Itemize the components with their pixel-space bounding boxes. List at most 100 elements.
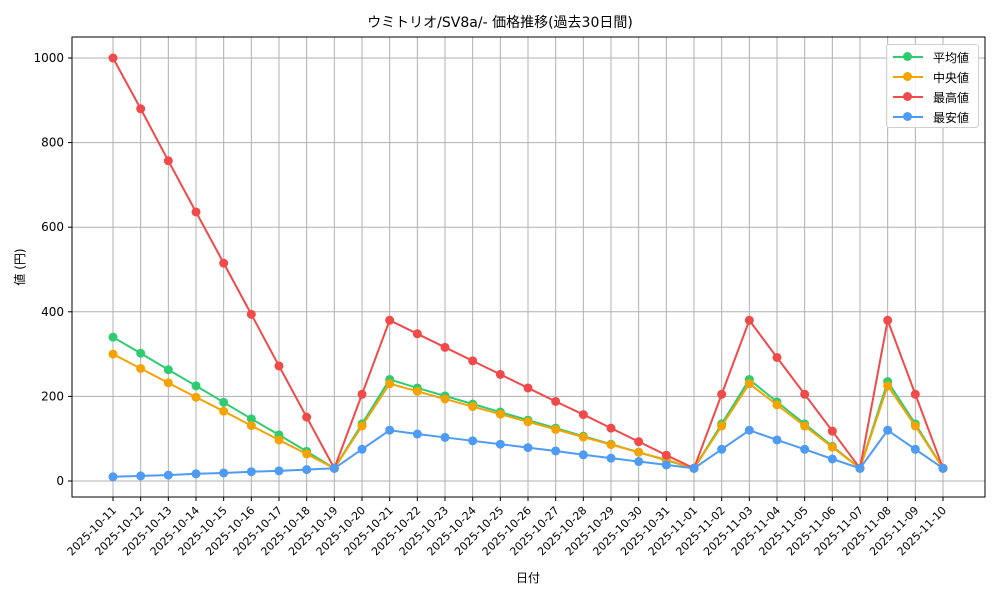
data-point-marker (910, 389, 920, 399)
data-point-marker (136, 471, 146, 481)
data-point-marker (329, 463, 339, 473)
data-point-marker (246, 309, 256, 319)
data-point-marker (163, 470, 173, 480)
data-point-marker (883, 381, 893, 391)
data-point-marker (246, 414, 256, 424)
data-point-marker (302, 449, 312, 459)
data-point-marker (440, 394, 450, 404)
legend-item-average: 平均値 (887, 47, 978, 67)
data-point-marker (274, 435, 284, 445)
data-point-marker (440, 432, 450, 442)
data-point-marker (136, 104, 146, 114)
y-tick-label: 800 (41, 136, 64, 150)
data-point-marker (772, 435, 782, 445)
chart-title: ウミトリオ/SV8a/- 価格推移(過去30日間) (367, 15, 633, 31)
legend-item-median: 中央値 (887, 67, 978, 87)
legend-marker-icon (903, 52, 912, 61)
y-tick-label: 0 (56, 474, 64, 488)
data-point-marker (827, 426, 837, 436)
legend-item-max: 最高値 (887, 87, 978, 107)
y-tick-label: 200 (41, 389, 64, 403)
data-point-marker (412, 429, 422, 439)
data-point-marker (523, 443, 533, 453)
data-point-marker (274, 466, 284, 476)
data-point-marker (246, 467, 256, 477)
data-point-marker (163, 365, 173, 375)
data-point-marker (274, 361, 284, 371)
legend-marker-icon (903, 72, 912, 81)
data-point-marker (219, 468, 229, 478)
data-point-marker (800, 444, 810, 454)
legend-label: 中央値 (933, 71, 970, 85)
data-point-marker (606, 440, 616, 450)
data-point-marker (219, 406, 229, 416)
data-point-marker (800, 421, 810, 431)
data-point-marker (440, 342, 450, 352)
data-point-marker (634, 457, 644, 467)
data-point-marker (551, 446, 561, 456)
data-point-marker (744, 425, 754, 435)
data-point-marker (661, 450, 671, 460)
data-point-marker (357, 389, 367, 399)
data-point-marker (246, 421, 256, 431)
legend-label: 最高値 (933, 91, 970, 105)
data-point-marker (108, 332, 118, 342)
data-point-marker (827, 454, 837, 464)
data-point-marker (883, 425, 893, 435)
data-point-marker (357, 421, 367, 431)
data-point-marker (412, 329, 422, 339)
data-point-marker (191, 469, 201, 479)
data-point-marker (938, 463, 948, 473)
data-point-marker (302, 465, 312, 475)
data-point-marker (772, 400, 782, 410)
data-point-marker (523, 417, 533, 427)
data-point-marker (385, 425, 395, 435)
x-axis-label: 日付 (516, 571, 540, 585)
data-point-marker (606, 423, 616, 433)
data-point-marker (606, 453, 616, 463)
data-point-marker (689, 463, 699, 473)
y-axis-label: 値 (円) (12, 248, 27, 285)
data-point-marker (772, 352, 782, 362)
y-tick-label: 600 (41, 220, 64, 234)
data-point-marker (578, 432, 588, 442)
data-point-marker (578, 410, 588, 420)
data-point-marker (495, 409, 505, 419)
data-point-marker (412, 386, 422, 396)
legend-label: 最安値 (933, 111, 970, 125)
series-max (108, 53, 948, 473)
data-point-marker (910, 421, 920, 431)
legend-label: 平均値 (933, 51, 970, 65)
data-point-marker (634, 447, 644, 457)
y-tick-label: 400 (41, 305, 64, 319)
legend-marker-icon (903, 92, 912, 101)
data-point-marker (385, 379, 395, 389)
data-point-marker (744, 379, 754, 389)
data-point-marker (385, 315, 395, 325)
data-point-marker (219, 258, 229, 268)
data-point-marker (468, 436, 478, 446)
data-point-marker (468, 356, 478, 366)
data-point-marker (191, 381, 201, 391)
data-point-marker (827, 442, 837, 452)
series-layer (108, 53, 948, 482)
data-point-marker (108, 472, 118, 482)
data-point-marker (468, 402, 478, 412)
data-point-marker (523, 383, 533, 393)
data-point-marker (717, 444, 727, 454)
data-point-marker (302, 412, 312, 422)
data-point-marker (551, 424, 561, 434)
data-point-marker (661, 460, 671, 470)
data-point-marker (800, 389, 810, 399)
data-point-marker (634, 437, 644, 447)
data-point-marker (578, 450, 588, 460)
y-tick-label: 1000 (33, 51, 64, 65)
data-point-marker (717, 421, 727, 431)
data-point-marker (910, 444, 920, 454)
legend: 平均値 中央値 最高値 最安値 (886, 44, 979, 128)
data-point-marker (495, 369, 505, 379)
data-point-marker (357, 444, 367, 454)
data-point-marker (136, 363, 146, 373)
